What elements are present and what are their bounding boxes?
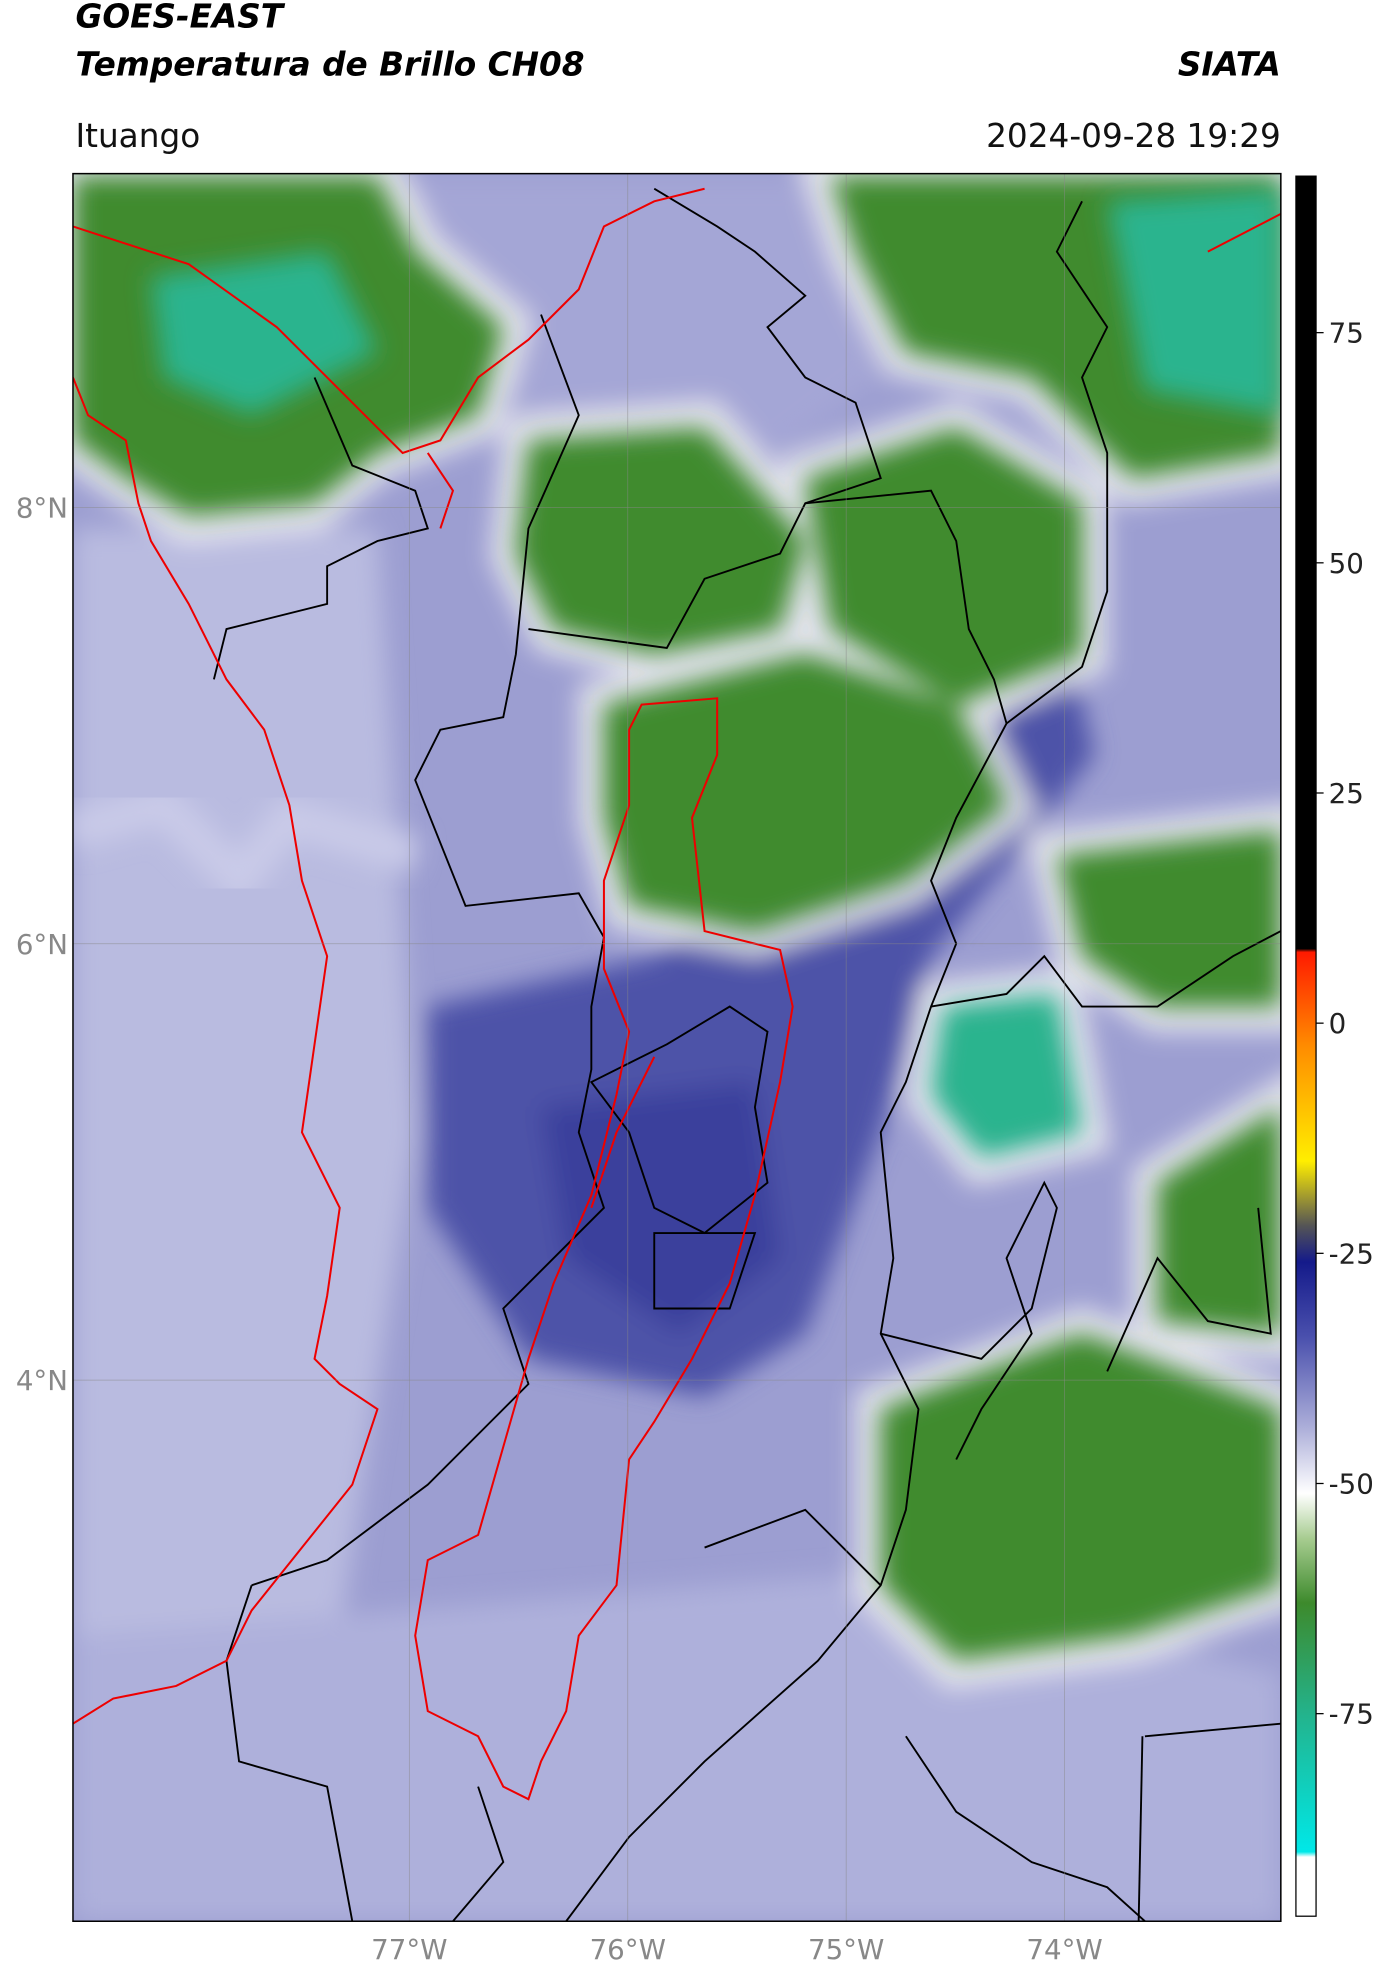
colorbar-tick-label: 50: [1329, 547, 1364, 580]
x-tick-label: 75°W: [808, 1933, 884, 1966]
map-frame: [72, 172, 1282, 1922]
colorbar-tick-label: -75: [1329, 1698, 1374, 1731]
subtitle: Temperatura de Brillo CH08: [75, 45, 584, 83]
y-tick-label: 4°N: [16, 1364, 68, 1397]
source: SIATA: [1178, 45, 1281, 83]
colorbar-tick-label: 75: [1329, 317, 1364, 350]
colorbar-tick-label: -25: [1329, 1237, 1374, 1270]
region: Ituango: [75, 117, 200, 155]
y-tick-label: 6°N: [16, 928, 68, 961]
x-tick-label: 74°W: [1026, 1933, 1102, 1966]
x-tick-label: 77°W: [371, 1933, 447, 1966]
colorbar-tick-label: -50: [1329, 1468, 1374, 1501]
x-tick-label: 76°W: [590, 1933, 666, 1966]
map-image: [72, 173, 1281, 1922]
timestamp: 2024-09-28 19:29: [986, 117, 1281, 155]
grid: [72, 173, 1281, 1922]
colorbar-tick-label: 25: [1329, 777, 1364, 810]
colorbar: [1295, 175, 1317, 1917]
title: GOES-EAST: [75, 0, 285, 36]
y-tick-label: 8°N: [16, 492, 68, 525]
colorbar-tick-label: 0: [1329, 1007, 1347, 1040]
